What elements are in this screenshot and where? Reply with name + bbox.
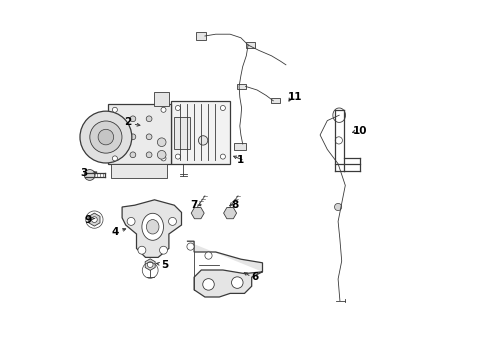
Circle shape — [157, 138, 166, 147]
Bar — [196, 32, 205, 40]
Bar — [111, 164, 167, 178]
Bar — [154, 92, 168, 106]
Text: 3: 3 — [81, 168, 88, 178]
Circle shape — [157, 150, 166, 159]
Circle shape — [334, 203, 341, 211]
Text: 1: 1 — [237, 155, 244, 165]
Circle shape — [130, 152, 136, 158]
Circle shape — [161, 107, 166, 112]
Bar — [271, 98, 280, 103]
Circle shape — [175, 105, 180, 111]
Circle shape — [114, 134, 120, 140]
Circle shape — [112, 107, 117, 112]
Circle shape — [114, 116, 120, 122]
Circle shape — [146, 116, 152, 122]
Bar — [233, 143, 246, 150]
Circle shape — [138, 246, 145, 254]
Circle shape — [186, 243, 194, 250]
Text: 6: 6 — [251, 272, 258, 282]
Text: 2: 2 — [123, 117, 131, 127]
Circle shape — [159, 246, 167, 254]
Bar — [107, 104, 170, 164]
Text: 11: 11 — [287, 92, 302, 102]
Bar — [246, 42, 255, 48]
Circle shape — [91, 217, 97, 222]
Circle shape — [98, 129, 113, 145]
Circle shape — [335, 137, 342, 144]
Circle shape — [220, 154, 225, 159]
Circle shape — [204, 252, 212, 259]
Circle shape — [161, 156, 166, 161]
Bar — [174, 117, 190, 149]
Bar — [236, 84, 245, 89]
Circle shape — [198, 136, 207, 145]
Circle shape — [114, 152, 120, 158]
Circle shape — [90, 121, 122, 153]
Text: 10: 10 — [352, 126, 366, 136]
Polygon shape — [122, 200, 181, 257]
Circle shape — [146, 152, 152, 158]
Text: 5: 5 — [162, 260, 168, 270]
Polygon shape — [186, 241, 262, 297]
Circle shape — [84, 170, 95, 180]
Circle shape — [130, 134, 136, 140]
Text: 7: 7 — [190, 200, 197, 210]
Circle shape — [231, 277, 243, 288]
Circle shape — [112, 156, 117, 161]
Ellipse shape — [142, 213, 163, 240]
Text: 9: 9 — [84, 215, 91, 225]
Circle shape — [203, 279, 214, 290]
Ellipse shape — [146, 220, 159, 234]
Circle shape — [146, 134, 152, 140]
Bar — [170, 101, 230, 164]
Circle shape — [220, 105, 225, 111]
Circle shape — [147, 262, 153, 267]
Circle shape — [80, 111, 132, 163]
Text: 4: 4 — [111, 227, 119, 237]
Circle shape — [175, 154, 180, 159]
Circle shape — [127, 217, 135, 225]
Circle shape — [168, 217, 176, 225]
Circle shape — [130, 116, 136, 122]
Text: 8: 8 — [231, 200, 239, 210]
